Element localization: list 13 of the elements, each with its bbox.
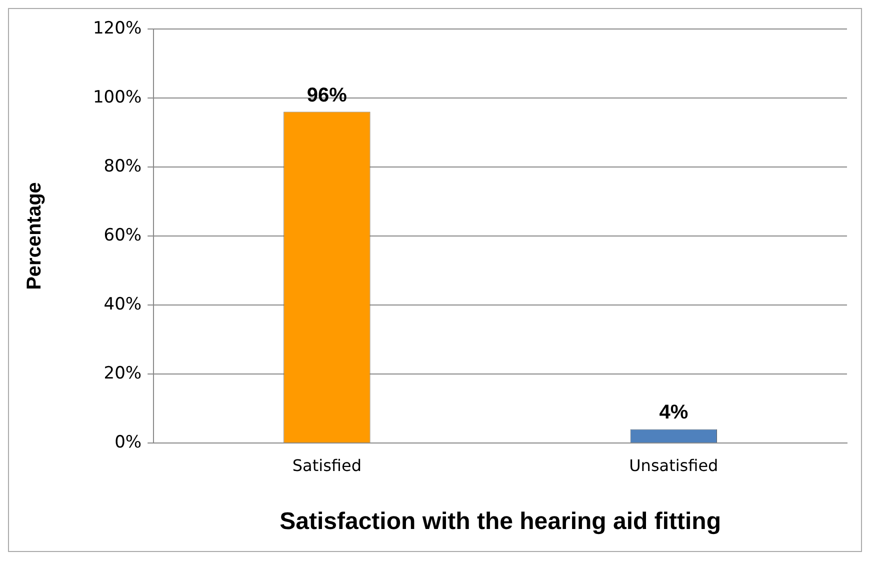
y-tick-label: 120%	[92, 18, 142, 38]
data-label: 96%	[306, 84, 348, 106]
y-tick-label: 40%	[104, 294, 142, 314]
x-tick-label: Unsatisfied	[629, 456, 718, 475]
y-tick-label: 80%	[104, 156, 142, 176]
y-tick-label: 60%	[104, 225, 142, 246]
x-tick-label: Satisfied	[292, 456, 362, 475]
y-tick-label: 100%	[92, 87, 142, 108]
data-label: 4%	[659, 402, 688, 424]
y-axis-title: Percentage	[24, 182, 46, 290]
x-axis-title: Satisfaction with the hearing aid fitting	[280, 508, 721, 536]
y-tick-label: 0%	[114, 432, 142, 452]
y-tick-label: 20%	[104, 363, 142, 384]
